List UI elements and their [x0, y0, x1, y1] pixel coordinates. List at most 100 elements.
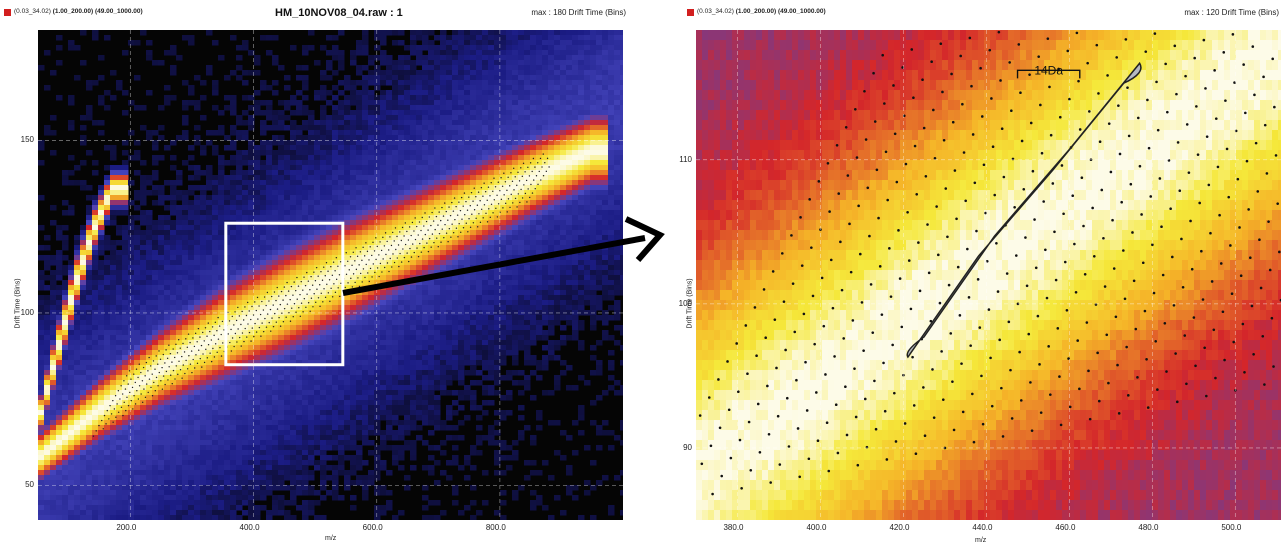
heat-cell	[248, 320, 255, 326]
heat-cell	[332, 205, 339, 211]
heat-cell	[236, 160, 243, 166]
heat-cell	[50, 330, 57, 336]
heat-cell	[194, 200, 201, 206]
heat-cell	[182, 385, 189, 391]
heat-cell	[182, 240, 189, 246]
heat-cell	[56, 470, 63, 476]
heat-cell	[170, 190, 177, 196]
heat-cell	[260, 130, 267, 136]
heat-cell	[50, 495, 57, 501]
heat-cell	[266, 260, 273, 266]
heat-cell	[338, 390, 345, 396]
heat-cell	[272, 380, 279, 386]
heat-cell	[338, 80, 345, 86]
heat-cell	[194, 350, 201, 356]
heat-cell	[182, 390, 189, 396]
heat-cell	[194, 375, 201, 381]
heat-cell	[212, 515, 219, 520]
heat-cell	[116, 280, 123, 286]
heat-cell	[302, 175, 309, 181]
heat-cell	[416, 325, 423, 331]
heat-cell	[206, 435, 213, 441]
heat-cell	[176, 170, 183, 176]
heat-cell	[170, 265, 177, 271]
heat-cell	[332, 145, 339, 151]
heat-cell	[134, 400, 141, 406]
heat-cell	[368, 250, 375, 256]
heat-cell	[146, 450, 153, 456]
heat-cell	[218, 480, 225, 486]
heat-cell	[314, 95, 321, 101]
heat-cell	[248, 140, 255, 146]
heat-cell	[176, 400, 183, 406]
heat-cell	[332, 165, 339, 171]
heat-cell	[362, 490, 369, 496]
heat-cell	[86, 235, 93, 241]
heat-cell	[296, 505, 303, 511]
heat-cell	[362, 495, 369, 501]
heat-cell	[254, 490, 261, 496]
heat-cell	[428, 30, 435, 36]
heat-cell	[266, 215, 273, 221]
heat-cell	[266, 350, 273, 356]
left-plot-area[interactable]	[38, 30, 623, 520]
heat-cell	[86, 500, 93, 506]
heat-cell	[104, 180, 111, 186]
heat-cell	[344, 400, 351, 406]
heat-cell	[194, 275, 201, 281]
heat-cell	[38, 465, 45, 471]
heat-cell	[272, 325, 279, 331]
heat-cell	[230, 375, 237, 381]
heat-cell	[50, 425, 57, 431]
heat-cell	[392, 65, 399, 71]
heat-cell	[230, 245, 237, 251]
heat-cell	[230, 355, 237, 361]
heat-cell	[326, 120, 333, 126]
heat-cell	[296, 255, 303, 261]
heat-cell	[230, 205, 237, 211]
heat-cell	[176, 255, 183, 261]
heat-cell	[50, 335, 57, 341]
heat-cell	[110, 245, 117, 251]
heat-cell	[302, 125, 309, 131]
heat-cell	[272, 485, 279, 491]
heat-cell	[170, 445, 177, 451]
heat-cell	[290, 125, 297, 131]
heat-cell	[404, 210, 411, 216]
heat-cell	[356, 380, 363, 386]
heat-cell	[332, 85, 339, 91]
heat-cell	[350, 280, 357, 286]
heat-cell	[368, 300, 375, 306]
heat-cell	[164, 430, 171, 436]
heat-cell	[374, 85, 381, 91]
heat-cell	[422, 300, 429, 306]
heat-cell	[152, 275, 159, 281]
heat-cell	[302, 300, 309, 306]
heat-cell	[140, 345, 147, 351]
heat-cell	[380, 130, 387, 136]
heat-cell	[92, 220, 99, 226]
heat-cell	[86, 425, 93, 431]
heat-cell	[362, 185, 369, 191]
heat-cell	[278, 145, 285, 151]
heat-cell	[206, 415, 213, 421]
heat-cell	[404, 180, 411, 186]
heat-cell	[284, 435, 291, 441]
heat-cell	[278, 320, 285, 326]
heat-cell	[74, 460, 81, 466]
heat-cell	[140, 245, 147, 251]
heat-cell	[422, 235, 429, 241]
heat-cell	[236, 470, 243, 476]
heat-cell	[374, 205, 381, 211]
heat-cell	[392, 30, 399, 36]
heat-cell	[266, 300, 273, 306]
heat-cell	[278, 305, 285, 311]
heat-cell	[320, 180, 327, 186]
heat-cell	[140, 235, 147, 241]
heat-cell	[326, 270, 333, 276]
heat-cell	[110, 195, 117, 201]
heat-cell	[422, 60, 429, 66]
heat-cell	[134, 40, 141, 46]
heat-cell	[146, 375, 153, 381]
heat-cell	[332, 430, 339, 436]
